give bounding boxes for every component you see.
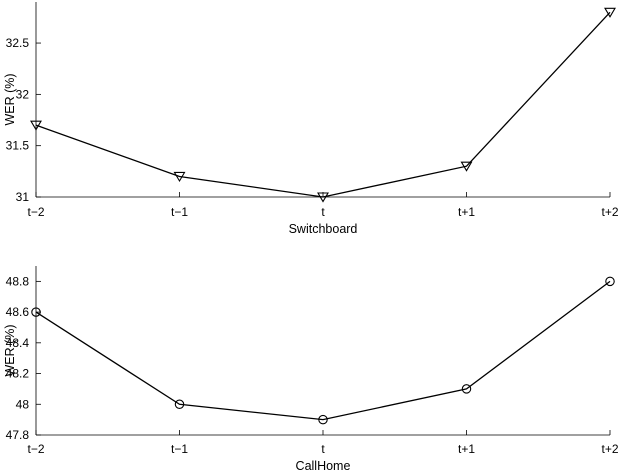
callhome-y-axis-label: WER (%) <box>3 324 17 376</box>
switchboard-y-axis-label: WER (%) <box>3 73 17 125</box>
callhome-x-tick-label: t+1 <box>458 442 475 456</box>
switchboard-series-line <box>35 11 611 198</box>
callhome-y-tick-label: 48.4 <box>6 336 30 350</box>
callhome-data-point <box>31 307 41 317</box>
callhome-x-tick-label: t+2 <box>601 442 618 456</box>
callhome-data-point <box>318 414 328 425</box>
callhome-y-tick-label: 48 <box>16 397 30 411</box>
callhome-y-tick-label: 48.2 <box>6 367 30 381</box>
switchboard-x-tick-label: t+2 <box>601 205 618 219</box>
switchboard-x-tick-label: t−2 <box>27 205 44 219</box>
switchboard-x-axis-label: Switchboard <box>289 222 358 236</box>
callhome-y-tick-label: 47.8 <box>6 428 30 442</box>
callhome-x-axis-label: CallHome <box>296 459 351 473</box>
switchboard-y-tick-label: 31.5 <box>6 139 30 153</box>
callhome-y-tick-label: 48.6 <box>6 305 30 319</box>
callhome-data-point <box>605 276 615 287</box>
switchboard-data-point <box>30 120 42 131</box>
callhome-x-tick-label: t−2 <box>27 442 44 456</box>
switchboard-data-point <box>460 161 473 172</box>
callhome-y-tick-label: 48.8 <box>6 274 30 288</box>
switchboard-data-point <box>173 171 186 183</box>
switchboard-y-tick-label: 32 <box>16 87 30 101</box>
switchboard-y-tick-label: 31 <box>16 190 30 204</box>
callhome-x-tick-label: t <box>321 442 325 456</box>
switchboard-x-tick-label: t−1 <box>171 205 188 219</box>
switchboard-data-point <box>604 7 616 18</box>
switchboard-x-tick-label: t <box>321 205 325 219</box>
switchboard-x-tick-label: t+1 <box>458 205 475 219</box>
callhome-series-line <box>35 280 611 421</box>
chart-switchboard: 31 31.5 32 32.5 t−2 t−1 t t+1 t+2 Switchboard WER … <box>3 2 618 236</box>
callhome-data-point <box>174 399 185 410</box>
chart-callhome: 47.8 48 48.2 48.4 48.6 48.8 t−2 t−1 t t+1 t+2 CallH… <box>3 266 618 473</box>
callhome-x-tick-label: t−1 <box>171 442 188 456</box>
switchboard-data-point <box>317 192 329 203</box>
callhome-data-point <box>461 384 472 394</box>
switchboard-y-tick-label: 32.5 <box>6 36 30 50</box>
